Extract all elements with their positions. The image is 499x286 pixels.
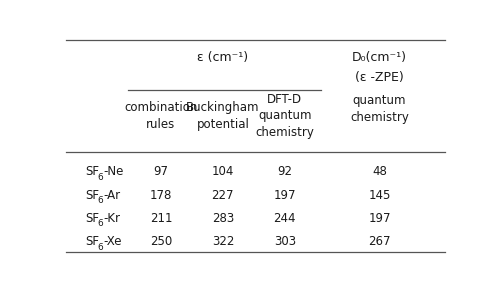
Text: 104: 104 bbox=[212, 166, 234, 178]
Text: SF: SF bbox=[86, 188, 100, 202]
Text: 197: 197 bbox=[368, 212, 391, 225]
Text: 97: 97 bbox=[154, 166, 169, 178]
Text: 227: 227 bbox=[212, 188, 234, 202]
Text: 303: 303 bbox=[273, 235, 296, 248]
Text: ε (cm⁻¹): ε (cm⁻¹) bbox=[197, 51, 249, 64]
Text: SF: SF bbox=[86, 166, 100, 178]
Text: D₀(cm⁻¹): D₀(cm⁻¹) bbox=[352, 51, 407, 64]
Text: 197: 197 bbox=[273, 188, 296, 202]
Text: DFT-D
quantum
chemistry: DFT-D quantum chemistry bbox=[255, 93, 314, 139]
Text: 6: 6 bbox=[97, 196, 103, 205]
Text: 92: 92 bbox=[277, 166, 292, 178]
Text: 6: 6 bbox=[97, 173, 103, 182]
Text: 267: 267 bbox=[368, 235, 391, 248]
Text: -Ne: -Ne bbox=[103, 166, 124, 178]
Text: 6: 6 bbox=[97, 219, 103, 228]
Text: 48: 48 bbox=[372, 166, 387, 178]
Text: -Kr: -Kr bbox=[103, 212, 120, 225]
Text: 178: 178 bbox=[150, 188, 172, 202]
Text: 211: 211 bbox=[150, 212, 172, 225]
Text: -Ar: -Ar bbox=[103, 188, 120, 202]
Text: quantum
chemistry: quantum chemistry bbox=[350, 94, 409, 124]
Text: 244: 244 bbox=[273, 212, 296, 225]
Text: 283: 283 bbox=[212, 212, 234, 225]
Text: 6: 6 bbox=[97, 243, 103, 252]
Text: (ε -ZPE): (ε -ZPE) bbox=[355, 71, 404, 84]
Text: SF: SF bbox=[86, 235, 100, 248]
Text: 250: 250 bbox=[150, 235, 172, 248]
Text: Buckingham
potential: Buckingham potential bbox=[186, 101, 259, 130]
Text: SF: SF bbox=[86, 212, 100, 225]
Text: combination
rules: combination rules bbox=[124, 101, 198, 130]
Text: -Xe: -Xe bbox=[103, 235, 122, 248]
Text: 322: 322 bbox=[212, 235, 234, 248]
Text: 145: 145 bbox=[368, 188, 391, 202]
